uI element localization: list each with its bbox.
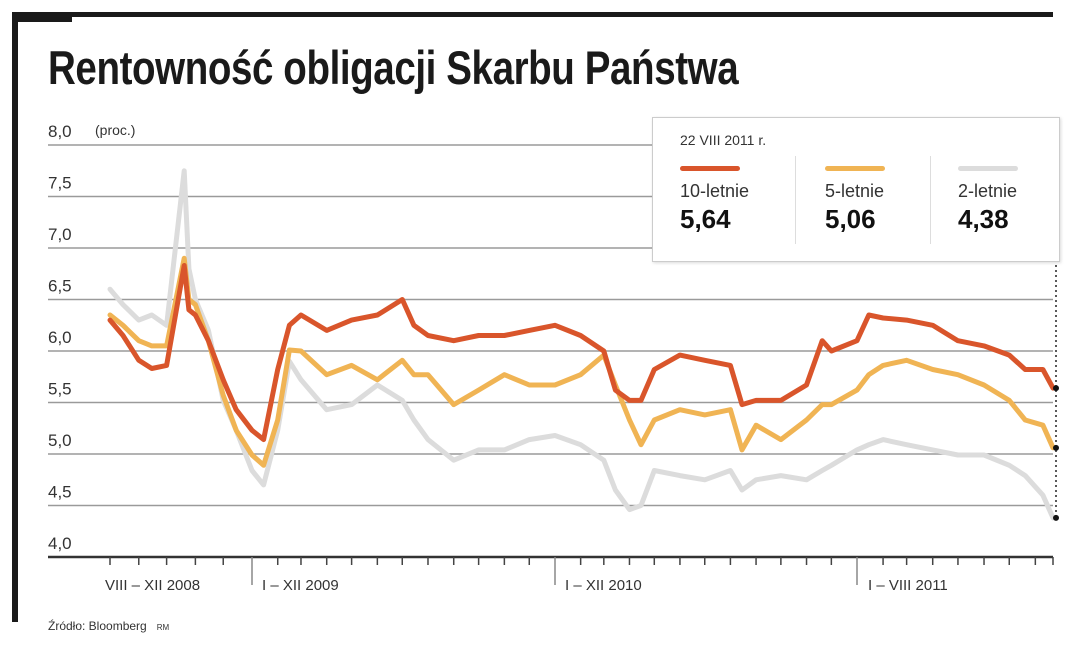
x-period-label: I – XII 2010 xyxy=(565,577,642,594)
y-tick-label: 6,0 xyxy=(48,328,72,347)
y-tick-label: 5,5 xyxy=(48,380,72,399)
legend-item-2y: 2-letnie 4,38 xyxy=(958,166,1078,235)
latest-value-dot-2-letnie xyxy=(1053,514,1059,521)
legend-label-5y: 5-letnie xyxy=(825,181,885,201)
left-rule xyxy=(12,12,18,622)
x-period-label: I – VIII 2011 xyxy=(868,577,948,594)
series-line-10-letnie xyxy=(107,263,1056,443)
legend-date: 22 VIII 2011 r. xyxy=(680,132,767,148)
top-rule-notch xyxy=(12,12,72,22)
legend-divider xyxy=(795,156,796,244)
y-tick-label: 4,0 xyxy=(48,534,72,553)
legend-divider xyxy=(930,156,931,244)
y-tick-label: 7,0 xyxy=(48,225,72,244)
legend-box: 22 VIII 2011 r. 10-letnie 5,64 5-letnie … xyxy=(652,117,1060,262)
chart-title: Rentowność obligacji Skarbu Państwa xyxy=(48,41,739,94)
source-note: Źródło: Bloomberg RM xyxy=(48,619,169,633)
top-rule xyxy=(12,12,1053,17)
legend-swatch-2y xyxy=(958,166,1018,171)
y-tick-label: 8,0 xyxy=(48,122,72,141)
legend-swatch-10y xyxy=(680,166,740,171)
legend-label-10y: 10-letnie xyxy=(680,181,750,201)
legend-item-10y: 10-letnie 5,64 xyxy=(680,166,800,235)
latest-value-dot-10-letnie xyxy=(1053,385,1059,392)
legend-value-2y: 4,38 xyxy=(958,204,1009,234)
legend-value-5y: 5,06 xyxy=(825,204,876,234)
legend-item-5y: 5-letnie 5,06 xyxy=(825,166,945,235)
y-tick-label: 6,5 xyxy=(48,277,72,296)
x-period-label: VIII – XII 2008 xyxy=(105,577,200,594)
latest-value-dot-5-letnie xyxy=(1053,444,1059,451)
y-tick-label: 7,5 xyxy=(48,174,72,193)
y-axis-unit: (proc.) xyxy=(95,122,135,138)
legend-label-2y: 2-letnie xyxy=(958,181,1018,201)
series-line-5-letnie xyxy=(107,255,1056,468)
source-text: Źródło: Bloomberg xyxy=(48,619,147,633)
x-period-label: I – XII 2009 xyxy=(262,577,339,594)
y-tick-label: 4,5 xyxy=(48,483,72,502)
credit: RM xyxy=(156,623,170,632)
y-tick-label: 5,0 xyxy=(48,431,72,450)
legend-swatch-5y xyxy=(825,166,885,171)
legend-value-10y: 5,64 xyxy=(680,204,731,234)
